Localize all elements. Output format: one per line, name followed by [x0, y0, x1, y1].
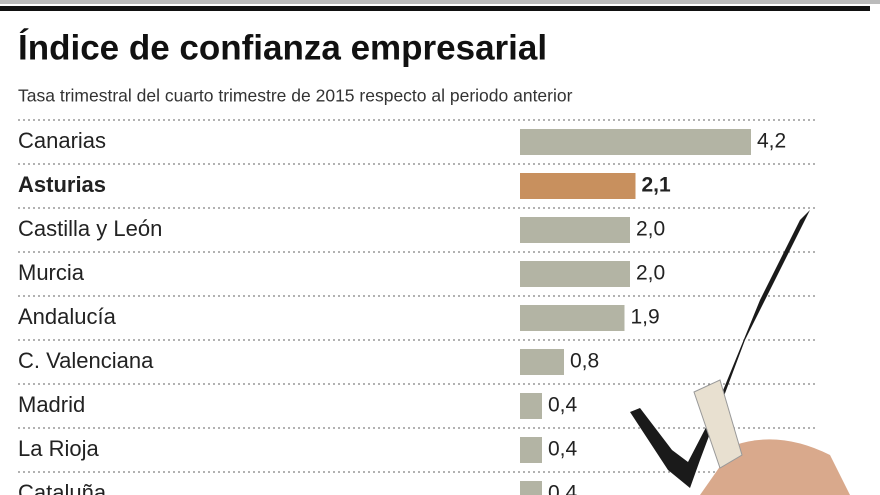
- category-label: Castilla y León: [18, 216, 162, 241]
- value-label: 0,8: [570, 350, 599, 373]
- bar: [520, 129, 751, 155]
- bar: [520, 217, 630, 243]
- bar: [520, 437, 542, 463]
- rows: Canarias 4,2 Asturias 2,1 Castilla y León 2,0…: [18, 119, 815, 495]
- check-illustration: [630, 210, 850, 495]
- bar: [520, 261, 630, 287]
- value-label: 0,4: [548, 394, 578, 417]
- top-rule: [0, 6, 870, 11]
- pen: [693, 379, 743, 469]
- value-label: 2,0: [636, 262, 665, 285]
- value-label: 4,2: [757, 130, 786, 153]
- chart-title: Índice de confianza empresarial: [18, 27, 547, 67]
- top-band: [0, 0, 880, 4]
- category-label: Canarias: [18, 128, 106, 153]
- bar: [520, 305, 625, 331]
- bar: [520, 173, 636, 199]
- category-label: Andalucía: [18, 304, 117, 329]
- value-label: 0,4: [548, 482, 578, 495]
- value-label: 1,9: [631, 306, 660, 329]
- chart-subtitle: Tasa trimestral del cuarto trimestre de …: [18, 86, 573, 106]
- category-label: Cataluña: [18, 480, 107, 495]
- category-label: Murcia: [18, 260, 85, 285]
- value-label: 2,0: [636, 218, 665, 241]
- category-label: C. Valenciana: [18, 348, 154, 373]
- bar: [520, 393, 542, 419]
- category-label: Madrid: [18, 392, 85, 417]
- value-label: 0,4: [548, 438, 578, 461]
- bar: [520, 481, 542, 495]
- check-mark: [630, 210, 810, 488]
- category-label: La Rioja: [18, 436, 99, 461]
- bar: [520, 349, 564, 375]
- category-label: Asturias: [18, 172, 106, 197]
- value-label: 2,1: [642, 174, 672, 197]
